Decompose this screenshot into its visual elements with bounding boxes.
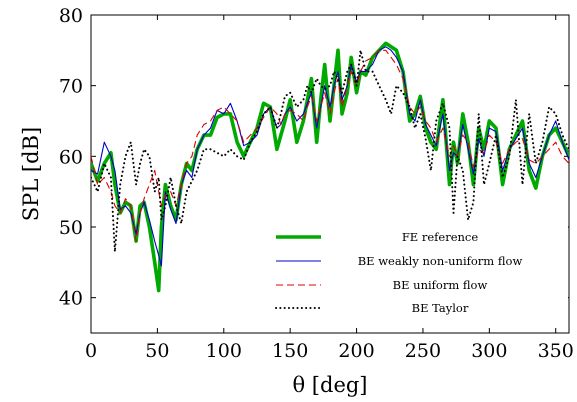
y-tick-label: 70 <box>59 76 83 98</box>
legend-label-3: BE uniform flow <box>393 278 488 292</box>
x-tick-label: 0 <box>85 340 97 362</box>
tick-labels: 0 50 100 150 200 250 300 350 40 50 60 70 80 <box>59 5 574 362</box>
plot-frame <box>90 14 570 334</box>
x-axis-title: θ [deg] <box>292 373 367 397</box>
legend-label-4: BE Taylor <box>412 301 469 315</box>
x-tick-label: 300 <box>471 340 507 362</box>
series-layer <box>91 41 569 293</box>
y-tick-label: 60 <box>59 146 83 168</box>
x-tick-label: 150 <box>272 340 308 362</box>
legend-label-2: BE weakly non-uniform flow <box>358 254 523 268</box>
legend-label-1: FE reference <box>402 230 479 244</box>
legend-box <box>270 226 568 322</box>
y-tick-label: 50 <box>59 217 83 239</box>
x-tick-label: 50 <box>145 340 169 362</box>
x-tick-label: 100 <box>206 340 242 362</box>
y-axis-title: SPL [dB] <box>19 127 43 221</box>
axis-ticks <box>90 14 569 333</box>
legend: FE reference BE weakly non-uniform flow BE… <box>270 226 568 322</box>
x-tick-label: 250 <box>405 340 441 362</box>
series-line-4 <box>91 49 569 253</box>
y-tick-label: 40 <box>59 288 83 310</box>
series-line-3 <box>91 49 569 242</box>
x-tick-label: 350 <box>538 340 574 362</box>
x-tick-label: 200 <box>338 340 374 362</box>
y-tick-label: 80 <box>59 5 83 27</box>
series-line-2 <box>91 46 569 267</box>
